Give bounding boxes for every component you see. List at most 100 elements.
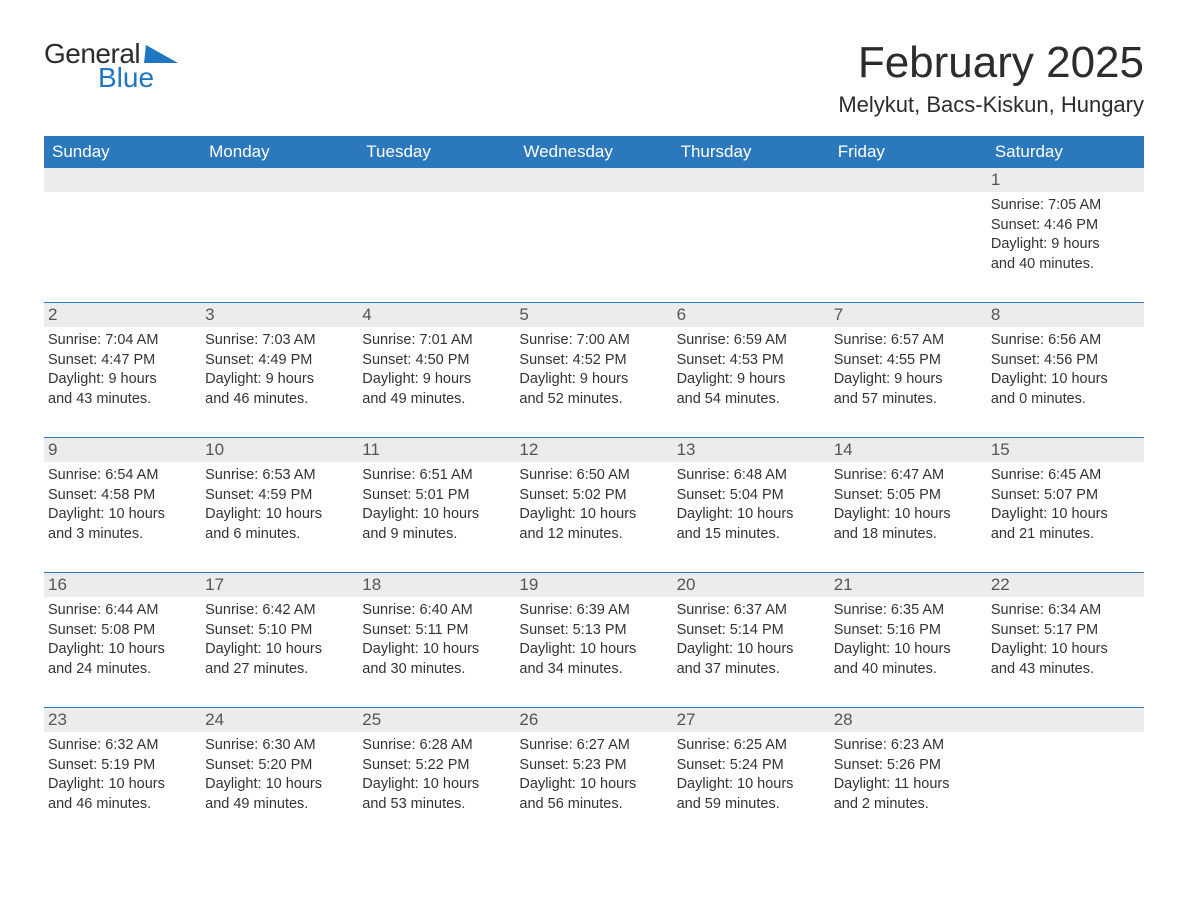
daylight-line-2: and 24 minutes. <box>48 660 195 680</box>
daylight-line-2: and 6 minutes. <box>205 525 352 545</box>
day-number: 19 <box>515 573 672 597</box>
daylight-line-2: and 37 minutes. <box>677 660 824 680</box>
day-number <box>515 168 672 192</box>
daylight-line-1: Daylight: 10 hours <box>519 640 666 660</box>
header: General Blue February 2025 Melykut, Bacs… <box>44 40 1144 118</box>
sunset-line: Sunset: 4:47 PM <box>48 351 195 371</box>
sunset-line: Sunset: 5:26 PM <box>834 756 981 776</box>
day-number <box>987 708 1144 732</box>
sunset-line: Sunset: 4:50 PM <box>362 351 509 371</box>
daynum-band: 9101112131415 <box>44 438 1144 462</box>
daylight-line-2: and 40 minutes. <box>834 660 981 680</box>
daylight-line-1: Daylight: 10 hours <box>362 640 509 660</box>
sunrise-line: Sunrise: 6:53 AM <box>205 466 352 486</box>
day-cell: Sunrise: 6:39 AMSunset: 5:13 PMDaylight:… <box>515 597 672 693</box>
sunset-line: Sunset: 5:11 PM <box>362 621 509 641</box>
sunrise-line: Sunrise: 7:00 AM <box>519 331 666 351</box>
sunrise-line: Sunrise: 6:57 AM <box>834 331 981 351</box>
daylight-line-1: Daylight: 10 hours <box>205 775 352 795</box>
sunrise-line: Sunrise: 6:44 AM <box>48 601 195 621</box>
brand-word2: Blue <box>98 64 179 92</box>
daylight-line-2: and 21 minutes. <box>991 525 1138 545</box>
sunrise-line: Sunrise: 6:39 AM <box>519 601 666 621</box>
day-number <box>201 168 358 192</box>
day-number: 20 <box>673 573 830 597</box>
day-cell: Sunrise: 7:04 AMSunset: 4:47 PMDaylight:… <box>44 327 201 423</box>
week-row: 2345678Sunrise: 7:04 AMSunset: 4:47 PMDa… <box>44 302 1144 423</box>
daylight-line-1: Daylight: 10 hours <box>834 505 981 525</box>
day-number: 2 <box>44 303 201 327</box>
day-cell <box>201 192 358 288</box>
sunrise-line: Sunrise: 6:50 AM <box>519 466 666 486</box>
day-number: 18 <box>358 573 515 597</box>
day-number: 11 <box>358 438 515 462</box>
daylight-line-1: Daylight: 9 hours <box>834 370 981 390</box>
daylight-line-1: Daylight: 9 hours <box>48 370 195 390</box>
day-cell: Sunrise: 6:56 AMSunset: 4:56 PMDaylight:… <box>987 327 1144 423</box>
sunrise-line: Sunrise: 6:25 AM <box>677 736 824 756</box>
day-number: 15 <box>987 438 1144 462</box>
daylight-line-2: and 30 minutes. <box>362 660 509 680</box>
sunrise-line: Sunrise: 6:27 AM <box>519 736 666 756</box>
brand-triangle-icon <box>144 45 180 63</box>
daylight-line-1: Daylight: 9 hours <box>205 370 352 390</box>
sunrise-line: Sunrise: 6:51 AM <box>362 466 509 486</box>
sunset-line: Sunset: 5:01 PM <box>362 486 509 506</box>
sunrise-line: Sunrise: 6:40 AM <box>362 601 509 621</box>
day-number: 5 <box>515 303 672 327</box>
title-block: February 2025 Melykut, Bacs-Kiskun, Hung… <box>838 40 1144 118</box>
day-cell: Sunrise: 7:01 AMSunset: 4:50 PMDaylight:… <box>358 327 515 423</box>
sunset-line: Sunset: 4:49 PM <box>205 351 352 371</box>
day-number: 1 <box>987 168 1144 192</box>
daylight-line-1: Daylight: 10 hours <box>362 505 509 525</box>
day-number: 27 <box>673 708 830 732</box>
sunrise-line: Sunrise: 6:37 AM <box>677 601 824 621</box>
sunrise-line: Sunrise: 6:34 AM <box>991 601 1138 621</box>
daylight-line-2: and 46 minutes. <box>48 795 195 815</box>
sunset-line: Sunset: 4:53 PM <box>677 351 824 371</box>
week-row: 16171819202122Sunrise: 6:44 AMSunset: 5:… <box>44 572 1144 693</box>
day-cell <box>515 192 672 288</box>
sunset-line: Sunset: 5:24 PM <box>677 756 824 776</box>
day-number: 22 <box>987 573 1144 597</box>
week-row: 232425262728Sunrise: 6:32 AMSunset: 5:19… <box>44 707 1144 828</box>
day-cell: Sunrise: 6:48 AMSunset: 5:04 PMDaylight:… <box>673 462 830 558</box>
day-cell <box>830 192 987 288</box>
sunset-line: Sunset: 5:16 PM <box>834 621 981 641</box>
day-cell: Sunrise: 6:57 AMSunset: 4:55 PMDaylight:… <box>830 327 987 423</box>
sunrise-line: Sunrise: 6:56 AM <box>991 331 1138 351</box>
day-cell: Sunrise: 6:53 AMSunset: 4:59 PMDaylight:… <box>201 462 358 558</box>
daylight-line-2: and 0 minutes. <box>991 390 1138 410</box>
daylight-line-2: and 49 minutes. <box>362 390 509 410</box>
daylight-line-1: Daylight: 10 hours <box>991 370 1138 390</box>
day-number: 13 <box>673 438 830 462</box>
daylight-line-2: and 54 minutes. <box>677 390 824 410</box>
weekday-friday: Friday <box>830 136 987 168</box>
day-number: 26 <box>515 708 672 732</box>
sunset-line: Sunset: 5:05 PM <box>834 486 981 506</box>
day-number: 21 <box>830 573 987 597</box>
day-cell: Sunrise: 6:35 AMSunset: 5:16 PMDaylight:… <box>830 597 987 693</box>
daylight-line-1: Daylight: 10 hours <box>991 505 1138 525</box>
sunset-line: Sunset: 5:07 PM <box>991 486 1138 506</box>
day-cell: Sunrise: 6:34 AMSunset: 5:17 PMDaylight:… <box>987 597 1144 693</box>
sunset-line: Sunset: 5:13 PM <box>519 621 666 641</box>
calendar: SundayMondayTuesdayWednesdayThursdayFrid… <box>44 136 1144 828</box>
day-number: 8 <box>987 303 1144 327</box>
sunrise-line: Sunrise: 7:04 AM <box>48 331 195 351</box>
day-number: 4 <box>358 303 515 327</box>
daylight-line-1: Daylight: 9 hours <box>362 370 509 390</box>
daylight-line-1: Daylight: 10 hours <box>362 775 509 795</box>
day-cell: Sunrise: 6:59 AMSunset: 4:53 PMDaylight:… <box>673 327 830 423</box>
sunset-line: Sunset: 4:55 PM <box>834 351 981 371</box>
day-body-row: Sunrise: 6:32 AMSunset: 5:19 PMDaylight:… <box>44 732 1144 828</box>
day-cell <box>44 192 201 288</box>
daylight-line-1: Daylight: 11 hours <box>834 775 981 795</box>
weekday-sunday: Sunday <box>44 136 201 168</box>
daylight-line-2: and 52 minutes. <box>519 390 666 410</box>
day-number <box>673 168 830 192</box>
day-cell: Sunrise: 6:51 AMSunset: 5:01 PMDaylight:… <box>358 462 515 558</box>
sunset-line: Sunset: 5:14 PM <box>677 621 824 641</box>
sunrise-line: Sunrise: 6:23 AM <box>834 736 981 756</box>
day-cell <box>987 732 1144 828</box>
